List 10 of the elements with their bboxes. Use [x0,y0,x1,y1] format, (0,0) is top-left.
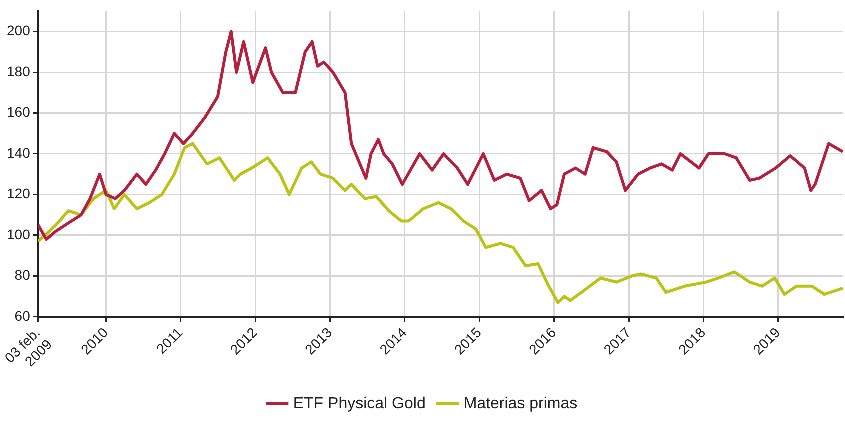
legend-label: Materias primas [464,395,578,412]
y-tick-label: 160 [7,104,31,120]
y-tick-label: 60 [14,308,31,324]
y-tick-label: 120 [7,186,31,202]
y-tick-label: 180 [7,63,31,80]
y-tick-label: 200 [7,22,31,39]
y-tick-label: 80 [14,267,31,284]
y-tick-label: 100 [7,226,31,242]
y-tick-label: 140 [7,144,31,161]
legend-label: ETF Physical Gold [293,395,426,412]
